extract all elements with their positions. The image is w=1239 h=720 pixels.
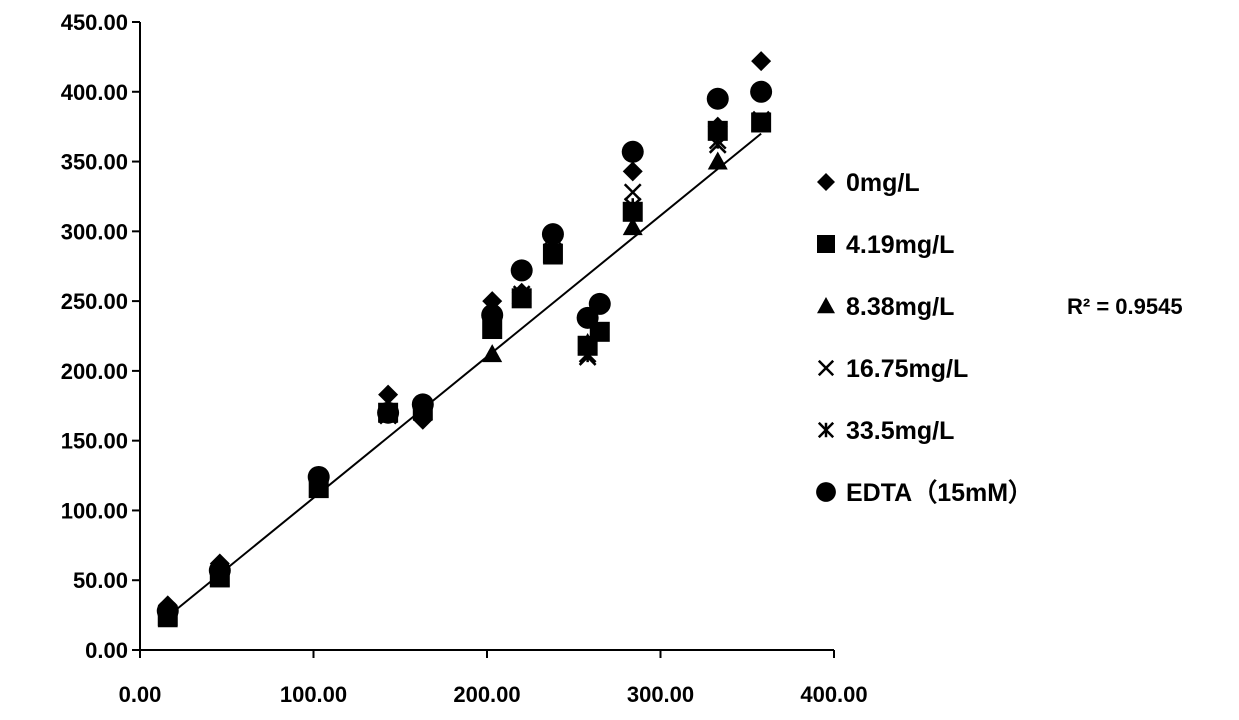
legend-item: EDTA（15mM） <box>816 478 1033 507</box>
y-tick-label: 250.00 <box>61 289 128 314</box>
x-tick-label: 300.00 <box>627 682 694 707</box>
y-tick-label: 350.00 <box>61 150 128 175</box>
axes: 0.00 50.00 100.00 150.00 200.00 250.00 300.00 3… <box>61 10 868 707</box>
legend-marker-x <box>819 361 833 375</box>
y-tick-label: 400.00 <box>61 80 128 105</box>
data-point-circle <box>209 559 231 581</box>
r-squared-annotation: R² = 0.9545 <box>1067 294 1183 319</box>
trendline-layer <box>168 134 761 617</box>
data-point-circle <box>157 600 179 622</box>
legend-label: 8.38mg/L <box>846 293 954 321</box>
legend-label: 16.75mg/L <box>846 355 968 383</box>
x-tick-label: 100.00 <box>280 682 347 707</box>
data-point-circle <box>511 259 533 281</box>
x-tick-label: 0.00 <box>119 682 162 707</box>
data-point-circle <box>308 466 330 488</box>
legend-marker-asterisk <box>819 423 833 437</box>
legend-item: 33.5mg/L <box>819 417 955 445</box>
x-tick-label: 200.00 <box>453 682 520 707</box>
legend-marker-triangle <box>817 297 835 313</box>
data-point-circle <box>412 393 434 415</box>
y-tick-label: 150.00 <box>61 429 128 454</box>
legend-label: EDTA（15mM） <box>846 478 1033 507</box>
legend-item: 4.19mg/L <box>817 231 954 259</box>
data-point-circle <box>622 141 644 163</box>
legend-label: 33.5mg/L <box>846 417 954 445</box>
trendline <box>168 134 761 617</box>
legend-label: 0mg/L <box>846 169 920 197</box>
y-tick-label: 50.00 <box>73 568 128 593</box>
data-point-circle <box>481 304 503 326</box>
data-point-circle <box>589 293 611 315</box>
data-point-circle <box>542 223 564 245</box>
data-point-circle <box>750 81 772 103</box>
data-point-diamond <box>751 51 771 71</box>
legend-item: 8.38mg/L <box>817 293 954 321</box>
y-tick-label: 450.00 <box>61 10 128 35</box>
data-point-circle <box>377 402 399 424</box>
legend-marker-circle <box>816 482 836 502</box>
data-points <box>157 51 772 627</box>
legend-marker-square <box>817 235 835 253</box>
data-point-diamond <box>378 385 398 405</box>
y-tick-label: 0.00 <box>85 638 128 663</box>
y-tick-label: 300.00 <box>61 219 128 244</box>
data-point-triangle <box>708 152 728 170</box>
data-point-x <box>625 184 641 200</box>
series-1 <box>158 51 771 615</box>
data-point-diamond <box>623 161 643 181</box>
legend: 0mg/L 4.19mg/L 8.38mg/L 16.75mg/L 33.5mg/L ED… <box>816 169 1033 507</box>
data-point-circle <box>707 88 729 110</box>
legend-item: 16.75mg/L <box>819 355 968 383</box>
legend-label: 4.19mg/L <box>846 231 954 259</box>
series-6 <box>157 81 772 622</box>
x-tick-label: 400.00 <box>800 682 867 707</box>
legend-item: 0mg/L <box>817 169 920 197</box>
y-tick-label: 100.00 <box>61 498 128 523</box>
y-tick-label: 200.00 <box>61 359 128 384</box>
legend-marker-diamond <box>817 173 835 191</box>
